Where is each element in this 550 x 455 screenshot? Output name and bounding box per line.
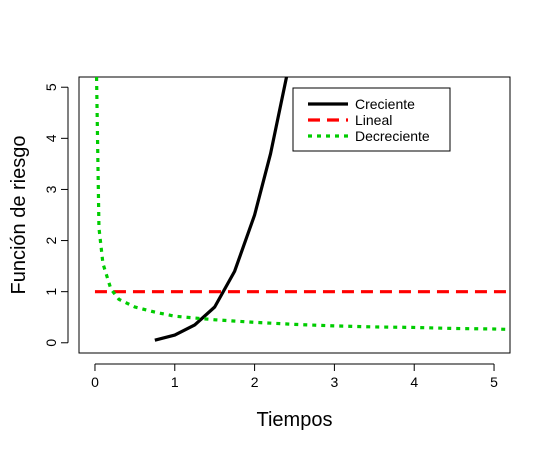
series-layer <box>94 77 510 342</box>
x-axis-title: Tiempos <box>257 409 333 431</box>
x-tick-label: 2 <box>251 374 259 390</box>
x-tick-label: 0 <box>91 374 99 390</box>
x-tick-label: 4 <box>410 374 418 390</box>
y-tick-label: 1 <box>43 288 59 296</box>
y-tick-label: 4 <box>43 134 59 142</box>
legend-label-decreciente: Decreciente <box>355 128 430 144</box>
legend-label-creciente: Creciente <box>355 96 415 112</box>
series-line-decreciente <box>94 77 510 332</box>
y-tick-label: 5 <box>43 83 59 91</box>
plot-frame <box>78 76 511 354</box>
y-tick-label: 0 <box>43 339 59 347</box>
y-axis-title: Función de riesgo <box>8 136 30 295</box>
legend-label-lineal: Lineal <box>355 112 392 128</box>
x-tick-label: 3 <box>331 374 339 390</box>
y-tick-label: 2 <box>43 236 59 244</box>
x-tick-label: 5 <box>490 374 498 390</box>
axes-layer: 0 1 2 3 4 5 0 1 2 3 4 5 <box>43 76 511 390</box>
x-tick-label: 1 <box>171 374 179 390</box>
y-tick-label: 3 <box>43 185 59 193</box>
series-line-creciente <box>154 77 289 342</box>
